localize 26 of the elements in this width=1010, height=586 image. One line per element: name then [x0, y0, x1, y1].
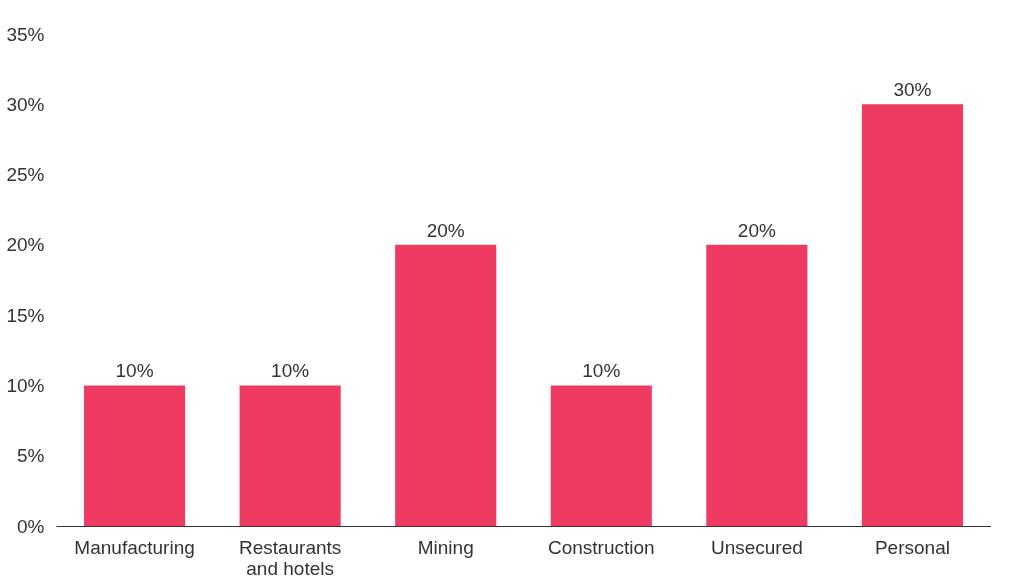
x-tick-label: Personal	[874, 536, 950, 558]
bar	[861, 104, 963, 526]
data-label: 20%	[426, 219, 465, 241]
y-tick-label: 5%	[17, 445, 45, 467]
bar	[550, 385, 652, 526]
x-tick-label: Restaurants and hotels	[238, 536, 342, 579]
data-label: 10%	[115, 360, 154, 382]
y-tick-label: 30%	[6, 93, 45, 115]
x-tick-label: Unsecured	[710, 536, 803, 558]
x-tick-label: Construction	[547, 536, 655, 558]
data-label: 20%	[737, 219, 776, 241]
x-tick-label: Manufacturing	[74, 536, 195, 558]
y-tick-label: 10%	[6, 374, 45, 396]
bar	[395, 244, 497, 526]
data-label: 10%	[582, 360, 621, 382]
y-tick-label: 20%	[6, 234, 45, 256]
y-tick-label: 15%	[6, 304, 45, 326]
data-label: 30%	[893, 79, 932, 101]
y-tick-label: 0%	[17, 515, 45, 537]
bar	[706, 244, 808, 526]
data-label: 10%	[271, 360, 310, 382]
x-tick-label: Mining	[417, 536, 474, 558]
y-tick-label: 35%	[6, 23, 45, 45]
bar	[239, 385, 341, 526]
bar	[84, 385, 186, 526]
y-tick-label: 25%	[6, 164, 45, 186]
